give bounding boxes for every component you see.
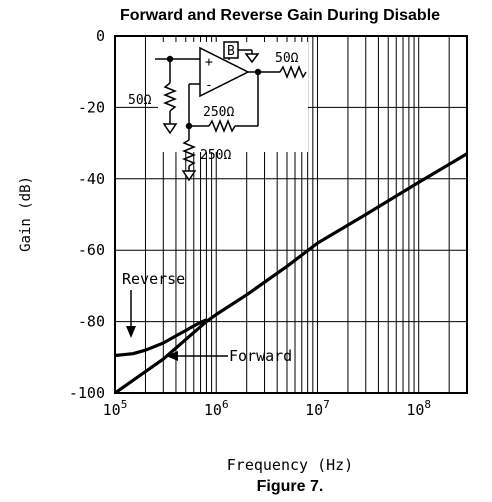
reverse-annotation-label: Reverse bbox=[122, 270, 185, 288]
series-layer bbox=[114, 152, 468, 395]
plot-frame bbox=[114, 35, 468, 394]
inset-label-b: B bbox=[227, 44, 235, 59]
y-tick-label: -100 bbox=[69, 384, 105, 402]
inset-labels: B + - 50Ω 50Ω 250Ω 250Ω bbox=[128, 44, 299, 163]
x-tick-label: 108 bbox=[406, 398, 431, 419]
y-tick-labels: 0 -20 -40 -60 -80 -100 bbox=[69, 27, 105, 402]
opamp-triangle bbox=[199, 46, 250, 98]
y-tick-label: 0 bbox=[96, 27, 105, 45]
chart-title: Forward and Reverse Gain During Disable bbox=[120, 7, 440, 24]
ground-symbol-3 bbox=[244, 53, 260, 64]
inset-schematic bbox=[155, 41, 308, 182]
inset-label-250ohm-ground: 250Ω bbox=[200, 148, 231, 163]
x-tick-labels: 105 106 107 108 bbox=[103, 398, 431, 419]
y-tick-label: -60 bbox=[78, 241, 105, 259]
inset-label-50ohm-shunt: 50Ω bbox=[128, 93, 152, 108]
ground-symbol-2 bbox=[181, 170, 197, 182]
y-tick-label: -80 bbox=[78, 313, 105, 331]
x-tick-label: 107 bbox=[305, 398, 330, 419]
forward-arrowhead bbox=[166, 351, 178, 361]
x-tick-label: 105 bbox=[103, 398, 128, 419]
inset-label-50ohm-series: 50Ω bbox=[275, 51, 299, 66]
y-tick-label: -20 bbox=[78, 98, 105, 116]
series-line-forward bbox=[114, 152, 468, 395]
x-tick-label: 106 bbox=[204, 398, 229, 419]
y-axis-label: Gain (dB) bbox=[18, 176, 34, 252]
figure-caption: Figure 7. bbox=[257, 478, 324, 495]
inset-label-250ohm-feedback: 250Ω bbox=[203, 105, 234, 120]
series-line-reverse bbox=[114, 318, 208, 358]
x-axis-label: Frequency (Hz) bbox=[227, 456, 353, 474]
forward-annotation-label: Forward bbox=[229, 347, 292, 365]
y-tick-label: -40 bbox=[78, 170, 105, 188]
inset-label-plus: + bbox=[205, 55, 213, 70]
reverse-arrowhead bbox=[126, 326, 136, 338]
ground-symbol-1 bbox=[162, 123, 178, 135]
inset-label-minus: - bbox=[205, 78, 213, 93]
